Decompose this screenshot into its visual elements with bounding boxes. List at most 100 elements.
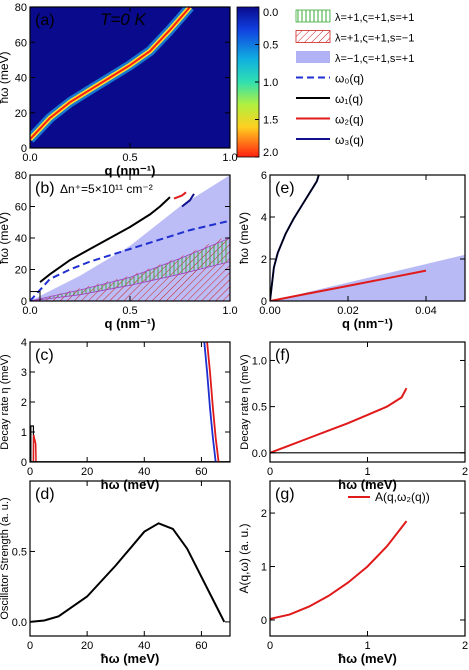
series-line-2 xyxy=(203,342,217,462)
heatmap-background xyxy=(30,7,230,148)
x-tick-label: 0 xyxy=(27,466,33,478)
x-tick-label: 2 xyxy=(462,466,468,478)
y-tick-label: 0.5 xyxy=(252,402,267,414)
y-tick-label: 0.5 xyxy=(12,546,27,558)
y-axis-label: ħω (meV) xyxy=(0,212,11,264)
legend-label: λ=+1,ς=+1,s=−1 xyxy=(335,33,414,45)
y-tick-label: 60 xyxy=(15,37,27,49)
colorbar-tick-label: 1.5 xyxy=(263,115,278,127)
series-line-2 xyxy=(173,191,187,200)
series-line-1 xyxy=(270,175,320,301)
x-tick-label: 20 xyxy=(81,466,93,478)
panel-e: 0.00 0.02 0.04 0 2 4 6 q (nm⁻¹) ħω (meV) (e) xyxy=(237,170,466,331)
legend-label: ω₁(q) xyxy=(335,92,363,106)
series-line-0 xyxy=(30,522,226,623)
y-tick-label: 80 xyxy=(15,2,27,14)
plot-area xyxy=(30,522,226,623)
panel-label: (b) xyxy=(35,180,55,197)
y-tick-label: 4 xyxy=(21,337,27,349)
colorbar-tick-label: 2.0 xyxy=(263,147,278,159)
y-tick-label: 2 xyxy=(261,254,267,266)
legend-swatch xyxy=(296,51,330,63)
y-tick-label: 2 xyxy=(261,508,267,520)
panel-d: 0 20 40 60 0.0 0.5 ħω (meV) Oscillator Strength… xyxy=(0,480,231,666)
panel-f: 0 1 20.00.51.0ħω (meV)Decay rate η (meV) (f… xyxy=(239,341,468,492)
plot-frame xyxy=(29,341,231,463)
plot-area xyxy=(30,175,230,301)
legend-label: λ=+1,ς=+1,s=+1 xyxy=(335,12,414,24)
x-axis-label: q (nm⁻¹) xyxy=(105,163,156,178)
x-tick-label: 1.0 xyxy=(222,152,237,164)
panel-g: 0 1 2 0 1 2 ħω (meV) A(q,ω) (a. u.) (g) A(q,ω₂(q)… xyxy=(237,480,468,666)
y-axis-label: ħω (meV) xyxy=(0,51,11,103)
plot-frame xyxy=(269,174,466,302)
band-s-minus xyxy=(30,234,230,301)
x-tick-label: 0.04 xyxy=(415,305,436,317)
band-s-plus xyxy=(30,237,230,301)
continuum-band xyxy=(270,254,465,301)
low-energy-red xyxy=(32,434,37,462)
panel-a: 0.0 0.5 1.0 0 20 40 60 80 q (nm⁻¹) ħω (meV) (a) T=0… xyxy=(0,2,278,178)
x-tick-label: 60 xyxy=(195,640,207,652)
x-tick-label: 0 xyxy=(267,640,273,652)
x-axis-label: ħω (meV) xyxy=(338,651,397,666)
main-legend: λ=+1,ς=+1,s=+1 λ=+1,ς=+1,s=−1 λ=−1,ς=+1,s=… xyxy=(295,9,414,147)
panel-label: (d) xyxy=(35,486,55,503)
y-tick-label: 40 xyxy=(15,233,27,245)
y-axis-label: A(q,ω) (a. u.) xyxy=(237,523,251,593)
legend: A(q,ω₂(q)) xyxy=(348,490,430,504)
x-tick-label: 40 xyxy=(138,466,150,478)
series-line-1 xyxy=(39,196,171,283)
y-tick-label: 1 xyxy=(261,562,267,574)
y-tick-label: 1.0 xyxy=(252,355,267,367)
x-axis-label: ħω (meV) xyxy=(101,477,160,492)
y-tick-label: 40 xyxy=(15,73,27,85)
colorbar-tick-label: 0.0 xyxy=(263,7,278,19)
panel-label: (c) xyxy=(35,347,54,364)
x-tick-label: 2 xyxy=(462,640,468,652)
series-line-1 xyxy=(206,342,220,462)
x-tick-label: 0 xyxy=(267,466,273,478)
heatmap-ridge xyxy=(30,7,191,140)
plot-area xyxy=(30,7,230,148)
colorbar-tick-label: 1.0 xyxy=(263,77,278,89)
panel-label: (f) xyxy=(275,347,290,364)
panel-c: 0 20 40 60 0 1 2 3 4 ħω (meV) Decay rate η (meV) (c… xyxy=(0,337,231,492)
y-tick-label: 2 xyxy=(21,397,27,409)
y-tick-label: 0 xyxy=(21,296,27,308)
x-tick-label: 0.00 xyxy=(259,305,280,317)
legend-label: A(q,ω₂(q)) xyxy=(375,490,430,504)
plot-area xyxy=(270,175,465,301)
panel-label: (g) xyxy=(275,486,295,503)
x-tick-label: 40 xyxy=(138,640,150,652)
y-tick-label: 80 xyxy=(15,170,27,182)
panel-label: (a) xyxy=(35,12,55,29)
x-tick-label: 0 xyxy=(27,640,33,652)
series-line-3 xyxy=(181,193,195,208)
plot-frame xyxy=(29,480,231,637)
x-tick-label: 20 xyxy=(81,640,93,652)
x-tick-label: 1 xyxy=(364,466,370,478)
x-axis-label: q (nm⁻¹) xyxy=(342,316,393,331)
y-tick-label: 3 xyxy=(21,367,27,379)
x-tick-label: 0.02 xyxy=(337,305,358,317)
y-tick-label: 20 xyxy=(15,265,27,277)
legend-label: ω₂(q) xyxy=(335,113,364,127)
legend-label: ω₃(q) xyxy=(335,133,364,147)
colorbar-tick-label: 0.5 xyxy=(263,40,278,52)
panel-annotation: Δn⁺=5×10¹¹ cm⁻² xyxy=(60,182,153,196)
y-tick-label: 0.0 xyxy=(252,448,267,460)
plot-frame xyxy=(29,6,231,149)
plot-area xyxy=(270,387,465,454)
legend-label: ω₀(q) xyxy=(335,72,364,86)
y-axis-label: Oscillator Strength (a. u.) xyxy=(0,497,11,619)
plot-area xyxy=(270,520,408,620)
x-tick-label: 1.0 xyxy=(222,305,237,317)
y-tick-label: 0 xyxy=(21,457,27,469)
x-tick-label: 0.5 xyxy=(122,305,137,317)
y-tick-label: 0 xyxy=(21,143,27,155)
plot-frame xyxy=(29,174,231,302)
y-tick-label: 4 xyxy=(261,212,267,224)
x-axis-label: q (nm⁻¹) xyxy=(105,316,156,331)
